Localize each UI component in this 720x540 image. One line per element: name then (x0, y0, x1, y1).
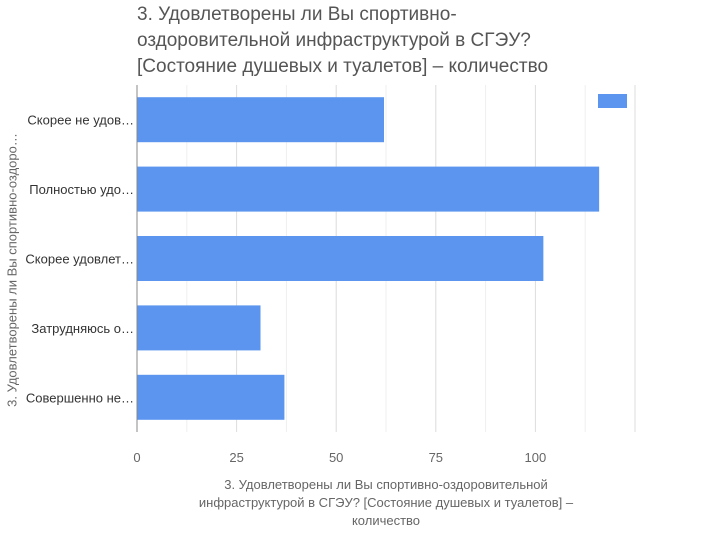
chart-title-line-1: 3. Удовлетворены ли Вы спортивно- (137, 4, 457, 25)
x-axis-label: 3. Удовлетворены ли Вы спортивно-оздоров… (137, 476, 635, 530)
x-tick-label-3: 75 (429, 450, 443, 465)
category-label-3: Затрудняюсь о… (31, 321, 134, 336)
chart-title-line-3: [Состояние душевых и туалетов] – количес… (137, 56, 549, 77)
x-tick-label-2: 50 (329, 450, 343, 465)
chart-title-line-2: оздоровительной инфраструктурой в СГЭУ? (137, 30, 531, 51)
category-label-1: Полностью удо… (29, 182, 134, 197)
x-tick-label-1: 25 (229, 450, 243, 465)
bar-1 (137, 166, 600, 212)
x-tick-label-4: 100 (525, 450, 547, 465)
x-axis-label-line-2: инфраструктурой в СГЭУ? [Состояние душев… (198, 495, 574, 510)
bar-0 (137, 97, 385, 143)
legend-swatch (598, 94, 627, 108)
x-tick-label-0: 0 (133, 450, 140, 465)
category-label-0: Скорее не удов… (27, 113, 134, 128)
bar-3 (137, 305, 261, 351)
bar-4 (137, 374, 285, 420)
category-label-4: Совершенно не… (26, 390, 134, 405)
bar-2 (137, 236, 544, 281)
category-label-2: Скорее удовлет… (25, 252, 134, 267)
x-axis-label-line-1: 3. Удовлетворены ли Вы спортивно-оздоров… (224, 477, 548, 492)
x-axis-label-line-3: количество (351, 513, 421, 528)
